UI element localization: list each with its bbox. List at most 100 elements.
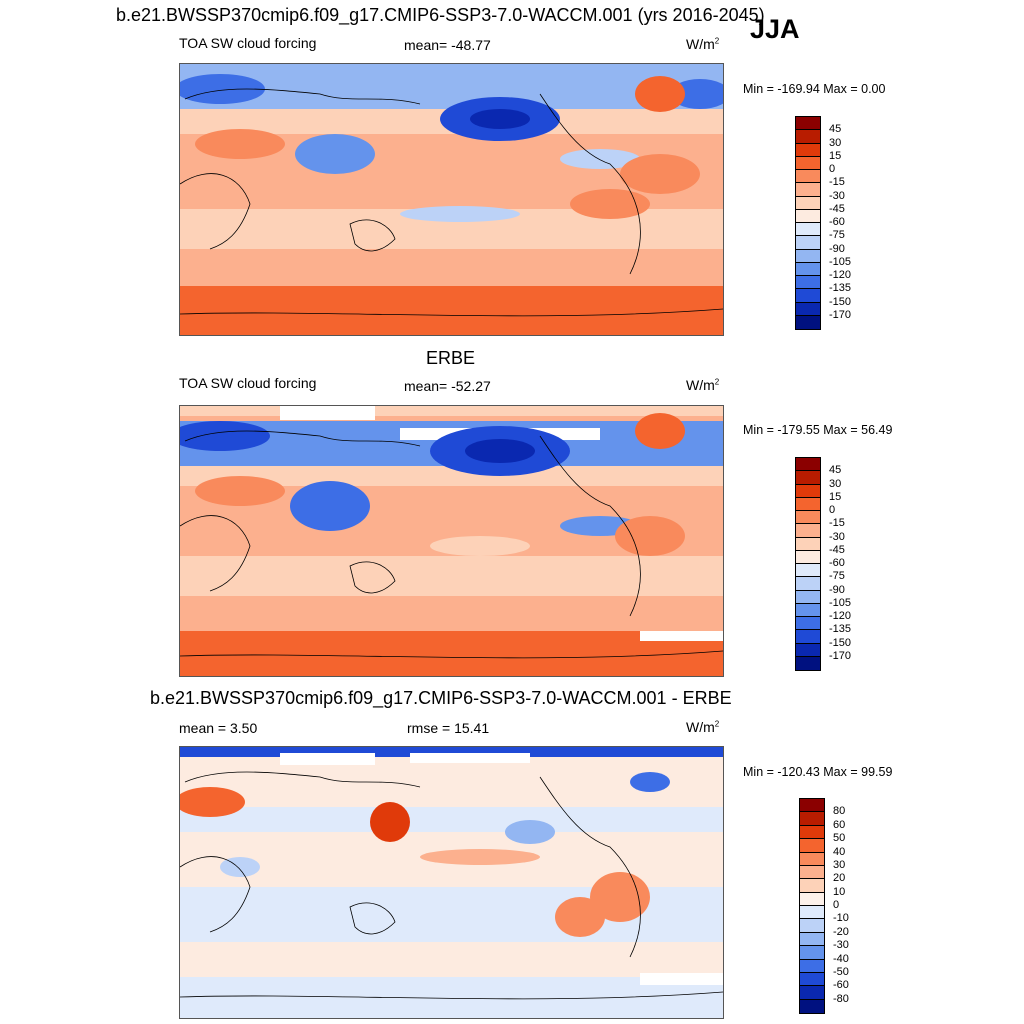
colorbar-segment <box>800 839 824 853</box>
colorbar-segment <box>800 919 824 933</box>
colorbar-segment <box>800 879 824 893</box>
colorbar-segment <box>800 892 824 906</box>
colorbar-segment <box>796 183 820 197</box>
colorbar-segment <box>800 946 824 960</box>
colorbar-segment <box>796 643 820 657</box>
colorbar-segment <box>796 143 820 157</box>
colorbar-tick-label: -10 <box>833 912 849 925</box>
colorbar-segment <box>800 932 824 947</box>
colorbar-segment <box>796 458 820 472</box>
colorbar-segment <box>796 484 820 498</box>
panel1-map <box>179 63 724 336</box>
panel2-mean-label: mean= -52.27 <box>404 378 491 394</box>
panel3-map <box>179 746 724 1019</box>
colorbar-tick-label: -60 <box>829 557 845 569</box>
colorbar-segment <box>796 276 820 290</box>
panel2-colorbar <box>795 457 821 671</box>
colorbar-tick-label: -150 <box>829 636 852 649</box>
colorbar-segment <box>796 262 820 276</box>
figure-title: b.e21.BWSSP370cmip6.f09_g17.CMIP6-SSP3-7… <box>116 5 765 25</box>
colorbar-segment <box>796 630 820 644</box>
panel2-variable-label: TOA SW cloud forcing <box>179 375 317 391</box>
colorbar-tick-label: 0 <box>833 899 840 911</box>
panel3-colorbar <box>799 798 825 1014</box>
colorbar-segment <box>796 603 820 617</box>
colorbar-segment <box>796 156 820 170</box>
colorbar-segment <box>796 656 820 670</box>
colorbar-tick-label: -30 <box>829 530 845 543</box>
colorbar-tick-label: 45 <box>829 464 842 477</box>
colorbar-segment <box>796 209 820 223</box>
colorbar-tick-label: -45 <box>829 202 845 215</box>
colorbar-segment <box>800 999 824 1013</box>
colorbar-tick-label: -150 <box>829 295 852 308</box>
colorbar-tick-label: 20 <box>833 872 846 885</box>
panel1-units-label: W/m2 <box>686 36 720 52</box>
colorbar-tick-label: 30 <box>833 858 846 871</box>
colorbar-segment <box>796 617 820 631</box>
colorbar-tick-label: -170 <box>829 649 852 662</box>
colorbar-segment <box>800 852 824 866</box>
panel3-mean-label: mean = 3.50 <box>179 720 258 736</box>
colorbar-segment <box>796 223 820 237</box>
panel1-mean-label: mean= -48.77 <box>404 37 491 53</box>
colorbar-segment <box>796 550 820 564</box>
colorbar-tick-label: -60 <box>833 979 849 992</box>
panel2-minmax: Min = -179.55 Max = 56.49 <box>743 423 893 437</box>
colorbar-segment <box>800 812 824 826</box>
panel3-minmax: Min = -120.43 Max = 99.59 <box>743 765 893 779</box>
colorbar-tick-label: -105 <box>829 596 852 609</box>
colorbar-tick-label: 50 <box>833 832 846 845</box>
colorbar-segment <box>800 972 824 987</box>
colorbar-tick-label: -15 <box>829 517 845 530</box>
colorbar-segment <box>800 825 824 840</box>
colorbar-tick-label: 40 <box>833 845 846 858</box>
colorbar-segment <box>800 799 824 813</box>
colorbar-tick-label: -30 <box>829 189 845 202</box>
colorbar-tick-label: -30 <box>833 939 849 952</box>
colorbar-tick-label: 0 <box>829 504 836 516</box>
colorbar-segment <box>796 537 820 551</box>
colorbar-segment <box>796 315 820 329</box>
colorbar-segment <box>800 986 824 1000</box>
panel3-title: b.e21.BWSSP370cmip6.f09_g17.CMIP6-SSP3-7… <box>150 688 732 708</box>
colorbar-segment <box>800 959 824 973</box>
colorbar-tick-label: 15 <box>829 149 842 162</box>
colorbar-segment <box>796 236 820 250</box>
colorbar-tick-label: -90 <box>829 242 845 255</box>
colorbar-tick-label: -75 <box>829 570 845 583</box>
colorbar-tick-label: 0 <box>829 163 836 175</box>
colorbar-tick-label: -80 <box>833 992 849 1005</box>
panel1-colorbar <box>795 116 821 330</box>
colorbar-tick-label: 60 <box>833 818 846 831</box>
colorbar-tick-label: -75 <box>829 229 845 242</box>
colorbar-tick-label: 15 <box>829 490 842 503</box>
colorbar-tick-label: 30 <box>829 136 842 149</box>
panel2-map <box>179 405 724 677</box>
panel2-title: ERBE <box>426 348 476 368</box>
colorbar-tick-label: -50 <box>833 965 849 978</box>
colorbar-segment <box>796 577 820 591</box>
colorbar-segment <box>796 471 820 485</box>
colorbar-tick-label: -15 <box>829 176 845 189</box>
colorbar-segment <box>796 511 820 525</box>
colorbar-tick-label: -45 <box>829 543 845 556</box>
colorbar-tick-label: -60 <box>829 216 845 228</box>
colorbar-segment <box>796 289 820 303</box>
colorbar-segment <box>796 497 820 511</box>
colorbar-tick-label: -40 <box>833 952 849 965</box>
colorbar-tick-label: -20 <box>833 925 849 938</box>
colorbar-tick-label: -120 <box>829 610 852 622</box>
colorbar-segment <box>796 117 820 131</box>
colorbar-segment <box>796 524 820 538</box>
colorbar-tick-label: -120 <box>829 269 852 281</box>
colorbar-segment <box>796 196 820 210</box>
colorbar-tick-label: -90 <box>829 583 845 596</box>
season-label: JJA <box>750 14 800 44</box>
colorbar-tick-label: -170 <box>829 308 852 321</box>
colorbar-segment <box>796 564 820 578</box>
colorbar-segment <box>796 130 820 144</box>
colorbar-tick-label: -105 <box>829 255 852 268</box>
colorbar-tick-label: 10 <box>833 885 846 898</box>
colorbar-tick-label: -135 <box>829 623 852 636</box>
